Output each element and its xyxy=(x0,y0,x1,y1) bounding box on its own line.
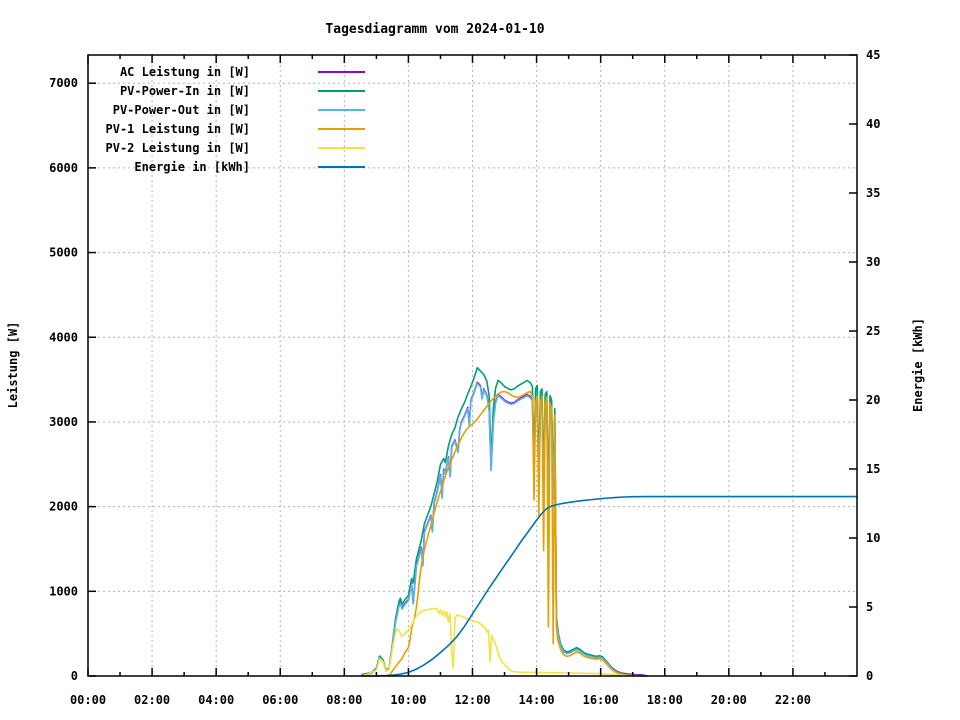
series-energie xyxy=(361,495,858,677)
y-right-tick-label: 40 xyxy=(866,117,880,131)
x-tick-label: 22:00 xyxy=(775,693,811,707)
y-left-tick-label: 5000 xyxy=(49,246,78,260)
series-pv_out xyxy=(361,382,648,677)
legend-label-pv_in: PV-Power-In in [W] xyxy=(120,84,250,98)
y-left-tick-label: 4000 xyxy=(49,330,78,344)
y-right-axis-label: Energie [kWh] xyxy=(911,318,925,412)
x-tick-label: 04:00 xyxy=(198,693,234,707)
x-tick-label: 08:00 xyxy=(326,693,362,707)
y-right-tick-label: 30 xyxy=(866,255,880,269)
y-right-tick-label: 35 xyxy=(866,186,880,200)
legend-label-pv_out: PV-Power-Out in [W] xyxy=(113,103,250,117)
legend-label-pv2: PV-2 Leistung in [W] xyxy=(106,141,251,155)
x-tick-label: 14:00 xyxy=(519,693,555,707)
y-left-tick-label: 1000 xyxy=(49,584,78,598)
x-tick-label: 02:00 xyxy=(134,693,170,707)
y-left-tick-label: 6000 xyxy=(49,161,78,175)
y-right-tick-label: 5 xyxy=(866,600,873,614)
series-pv1 xyxy=(388,390,642,677)
x-tick-label: 10:00 xyxy=(390,693,426,707)
series-pv_in xyxy=(361,366,648,677)
grid-lines xyxy=(88,55,857,676)
legend-label-ac: AC Leistung in [W] xyxy=(120,65,250,79)
legend-label-energie: Energie in [kWh] xyxy=(134,160,250,174)
x-tick-label: 18:00 xyxy=(647,693,683,707)
legend-label-pv1: PV-1 Leistung in [W] xyxy=(106,122,251,136)
y-right-tick-label: 20 xyxy=(866,393,880,407)
series-pv2 xyxy=(361,607,640,677)
y-left-tick-label: 2000 xyxy=(49,500,78,514)
x-tick-label: 12:00 xyxy=(454,693,490,707)
y-left-tick-label: 7000 xyxy=(49,76,78,90)
x-tick-label: 06:00 xyxy=(262,693,298,707)
y-left-tick-label: 0 xyxy=(71,669,78,683)
x-tick-label: 16:00 xyxy=(583,693,619,707)
y-left-tick-label: 3000 xyxy=(49,415,78,429)
y-right-tick-label: 45 xyxy=(866,48,880,62)
y-right-tick-label: 25 xyxy=(866,324,880,338)
y-right-tick-label: 15 xyxy=(866,462,880,476)
x-tick-label: 20:00 xyxy=(711,693,747,707)
x-tick-label: 00:00 xyxy=(70,693,106,707)
y-right-tick-label: 0 xyxy=(866,669,873,683)
data-series xyxy=(361,366,858,677)
y-left-axis-label: Leistung [W] xyxy=(6,322,20,409)
legend: AC Leistung in [W] PV-Power-In in [W] PV-P… xyxy=(106,65,365,174)
y-right-tick-label: 10 xyxy=(866,531,880,545)
series-ac xyxy=(361,381,648,677)
chart-title: Tagesdiagramm vom 2024-01-10 xyxy=(325,22,544,37)
axes-and-ticks: 00:00 02:00 04:00 06:00 08:00 10:00 12:00 14:00… xyxy=(49,48,880,707)
